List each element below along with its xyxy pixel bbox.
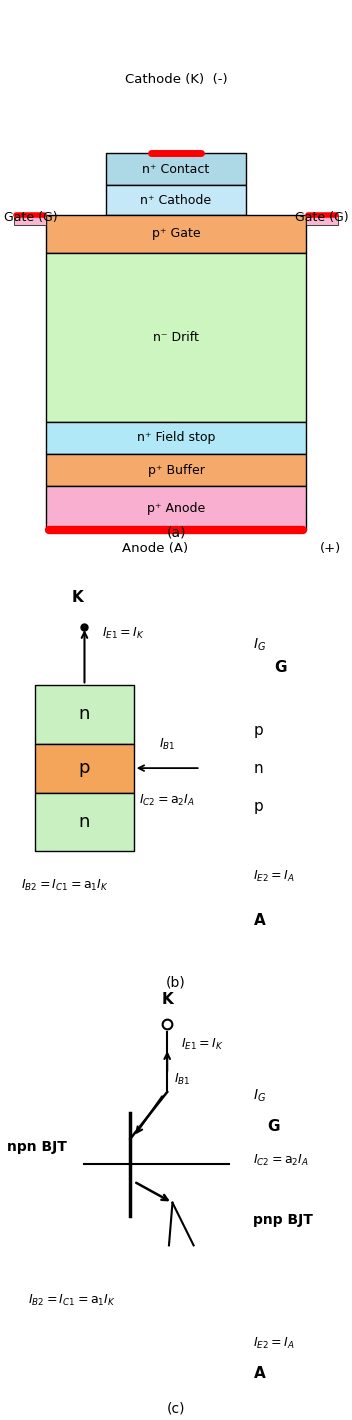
Bar xyxy=(106,153,246,186)
Text: (+): (+) xyxy=(320,542,341,555)
Text: $\mathit{I}_{E1}=\mathit{I}_K$: $\mathit{I}_{E1}=\mathit{I}_K$ xyxy=(181,1037,224,1052)
Text: $\mathit{I}_{C2}=\mathregular{a}_2\mathit{I}_A$: $\mathit{I}_{C2}=\mathregular{a}_2\mathi… xyxy=(253,1153,309,1167)
Text: G: G xyxy=(268,1119,280,1133)
Text: pnp BJT: pnp BJT xyxy=(253,1213,313,1227)
Text: $\mathit{I}_{E2}=\mathit{I}_A$: $\mathit{I}_{E2}=\mathit{I}_A$ xyxy=(253,869,295,883)
Text: G: G xyxy=(275,660,287,674)
Text: p: p xyxy=(253,723,263,737)
Bar xyxy=(46,253,306,422)
Text: $\mathit{I}_G$: $\mathit{I}_G$ xyxy=(253,638,266,653)
Text: $\mathit{I}_{E1}=\mathit{I}_K$: $\mathit{I}_{E1}=\mathit{I}_K$ xyxy=(102,626,145,642)
Bar xyxy=(35,792,134,851)
Text: npn BJT: npn BJT xyxy=(7,1140,67,1154)
Text: (b): (b) xyxy=(166,976,186,990)
Bar xyxy=(46,454,306,486)
Bar xyxy=(46,214,306,253)
Text: $\mathit{I}_{B1}$: $\mathit{I}_{B1}$ xyxy=(159,737,175,753)
Text: p: p xyxy=(253,798,263,814)
Text: $\mathit{I}_G$: $\mathit{I}_G$ xyxy=(253,1088,266,1105)
Text: (c): (c) xyxy=(167,1402,185,1416)
Bar xyxy=(35,744,134,792)
Text: $\mathit{I}_{E2}=\mathit{I}_A$: $\mathit{I}_{E2}=\mathit{I}_A$ xyxy=(253,1336,295,1350)
Text: $\mathit{I}_{C2}=\mathregular{a}_2\mathit{I}_A$: $\mathit{I}_{C2}=\mathregular{a}_2\mathi… xyxy=(139,792,195,808)
Bar xyxy=(46,486,306,530)
Text: $\mathit{I}_{B1}$: $\mathit{I}_{B1}$ xyxy=(174,1072,191,1086)
Text: n⁺ Field stop: n⁺ Field stop xyxy=(137,432,215,444)
Text: K: K xyxy=(71,589,83,605)
Bar xyxy=(46,422,306,454)
Text: n: n xyxy=(79,812,90,831)
Text: (a): (a) xyxy=(166,525,186,540)
Text: K: K xyxy=(161,991,173,1007)
Text: n⁺ Contact: n⁺ Contact xyxy=(142,163,210,176)
Text: n: n xyxy=(79,706,90,723)
Text: p: p xyxy=(79,760,90,777)
Text: $\mathit{I}_{B2}=\mathit{I}_{C1}=\mathregular{a}_1\mathit{I}_K$: $\mathit{I}_{B2}=\mathit{I}_{C1}=\mathre… xyxy=(28,1294,116,1308)
Text: Gate (G): Gate (G) xyxy=(295,212,348,224)
Text: A: A xyxy=(253,1366,265,1380)
Text: A: A xyxy=(253,913,265,929)
Text: n⁺ Cathode: n⁺ Cathode xyxy=(140,193,212,206)
Bar xyxy=(306,214,338,226)
Text: n: n xyxy=(253,761,263,775)
Text: p⁺ Buffer: p⁺ Buffer xyxy=(147,463,205,477)
Text: Gate (G): Gate (G) xyxy=(4,212,57,224)
Text: p⁺ Gate: p⁺ Gate xyxy=(152,227,200,240)
Bar xyxy=(14,214,46,226)
Bar xyxy=(106,186,246,214)
Bar xyxy=(35,686,134,744)
Text: Anode (A): Anode (A) xyxy=(122,542,188,555)
Text: $\mathit{I}_{B2}=\mathit{I}_{C1}=\mathregular{a}_1\mathit{I}_K$: $\mathit{I}_{B2}=\mathit{I}_{C1}=\mathre… xyxy=(21,878,109,893)
Text: n⁻ Drift: n⁻ Drift xyxy=(153,331,199,344)
Text: p⁺ Anode: p⁺ Anode xyxy=(147,501,205,514)
Text: Cathode (K)  (-): Cathode (K) (-) xyxy=(125,72,227,85)
